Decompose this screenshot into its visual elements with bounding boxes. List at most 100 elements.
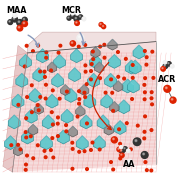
- Polygon shape: [22, 130, 33, 144]
- Circle shape: [44, 76, 46, 78]
- Circle shape: [118, 128, 120, 131]
- Circle shape: [58, 97, 61, 100]
- Polygon shape: [105, 73, 117, 87]
- Circle shape: [103, 56, 106, 59]
- Circle shape: [12, 17, 18, 22]
- Circle shape: [131, 98, 133, 100]
- Circle shape: [100, 23, 101, 24]
- Polygon shape: [97, 115, 109, 129]
- Polygon shape: [54, 54, 66, 68]
- Circle shape: [144, 77, 146, 80]
- Circle shape: [144, 115, 146, 118]
- Circle shape: [92, 58, 95, 60]
- Circle shape: [25, 44, 28, 47]
- Polygon shape: [79, 84, 89, 95]
- Circle shape: [17, 143, 19, 146]
- Polygon shape: [61, 84, 70, 95]
- Circle shape: [56, 122, 59, 125]
- Circle shape: [84, 64, 87, 67]
- Circle shape: [117, 75, 120, 78]
- Circle shape: [10, 144, 13, 146]
- Polygon shape: [127, 79, 139, 93]
- Circle shape: [84, 96, 87, 98]
- Polygon shape: [28, 32, 156, 53]
- Circle shape: [85, 83, 88, 85]
- Circle shape: [71, 11, 74, 15]
- Circle shape: [126, 159, 133, 166]
- Circle shape: [144, 161, 147, 163]
- Circle shape: [143, 98, 146, 101]
- Circle shape: [18, 21, 20, 22]
- Circle shape: [82, 17, 86, 21]
- Polygon shape: [28, 124, 38, 135]
- Circle shape: [117, 147, 121, 152]
- Circle shape: [57, 51, 60, 54]
- Polygon shape: [12, 42, 156, 172]
- Circle shape: [77, 45, 80, 48]
- Polygon shape: [110, 101, 119, 112]
- Circle shape: [151, 50, 154, 53]
- Circle shape: [141, 152, 148, 158]
- Circle shape: [17, 20, 23, 26]
- Circle shape: [143, 130, 146, 133]
- Circle shape: [125, 122, 128, 125]
- Circle shape: [120, 149, 124, 153]
- Polygon shape: [113, 81, 123, 92]
- Circle shape: [79, 16, 81, 17]
- Circle shape: [102, 25, 106, 29]
- Circle shape: [13, 18, 15, 19]
- Circle shape: [161, 67, 165, 71]
- Circle shape: [104, 91, 107, 94]
- Polygon shape: [90, 54, 101, 68]
- Circle shape: [71, 148, 74, 150]
- Circle shape: [72, 15, 73, 16]
- Circle shape: [111, 137, 117, 143]
- Polygon shape: [118, 100, 130, 114]
- Circle shape: [71, 167, 74, 170]
- Circle shape: [111, 91, 113, 94]
- Circle shape: [78, 102, 80, 105]
- Circle shape: [78, 98, 81, 101]
- Circle shape: [26, 154, 28, 157]
- Circle shape: [150, 91, 153, 94]
- Polygon shape: [5, 136, 16, 150]
- Circle shape: [165, 87, 167, 89]
- Polygon shape: [122, 79, 134, 93]
- Polygon shape: [12, 94, 24, 108]
- Polygon shape: [61, 109, 73, 123]
- Circle shape: [121, 150, 122, 151]
- Circle shape: [37, 109, 40, 112]
- Circle shape: [83, 18, 84, 19]
- Circle shape: [150, 129, 153, 131]
- Circle shape: [17, 104, 20, 106]
- Circle shape: [110, 161, 112, 163]
- Circle shape: [36, 104, 39, 106]
- Circle shape: [75, 21, 79, 25]
- Circle shape: [125, 57, 127, 60]
- Polygon shape: [69, 68, 81, 82]
- Circle shape: [145, 63, 148, 66]
- Polygon shape: [93, 136, 105, 150]
- Circle shape: [77, 34, 84, 41]
- Circle shape: [43, 149, 46, 152]
- Circle shape: [136, 142, 139, 144]
- Circle shape: [119, 157, 122, 160]
- Circle shape: [163, 64, 168, 68]
- Circle shape: [79, 15, 83, 19]
- Circle shape: [84, 44, 87, 46]
- Circle shape: [39, 96, 42, 98]
- Polygon shape: [104, 124, 113, 135]
- Circle shape: [119, 143, 121, 145]
- Circle shape: [98, 148, 101, 151]
- Polygon shape: [84, 94, 96, 108]
- Circle shape: [170, 64, 174, 68]
- Circle shape: [143, 84, 146, 86]
- Circle shape: [99, 22, 103, 27]
- Circle shape: [25, 163, 27, 166]
- Circle shape: [164, 65, 165, 66]
- Circle shape: [14, 14, 15, 15]
- Polygon shape: [133, 45, 145, 59]
- Circle shape: [123, 77, 125, 80]
- Circle shape: [45, 56, 48, 59]
- Circle shape: [162, 68, 163, 69]
